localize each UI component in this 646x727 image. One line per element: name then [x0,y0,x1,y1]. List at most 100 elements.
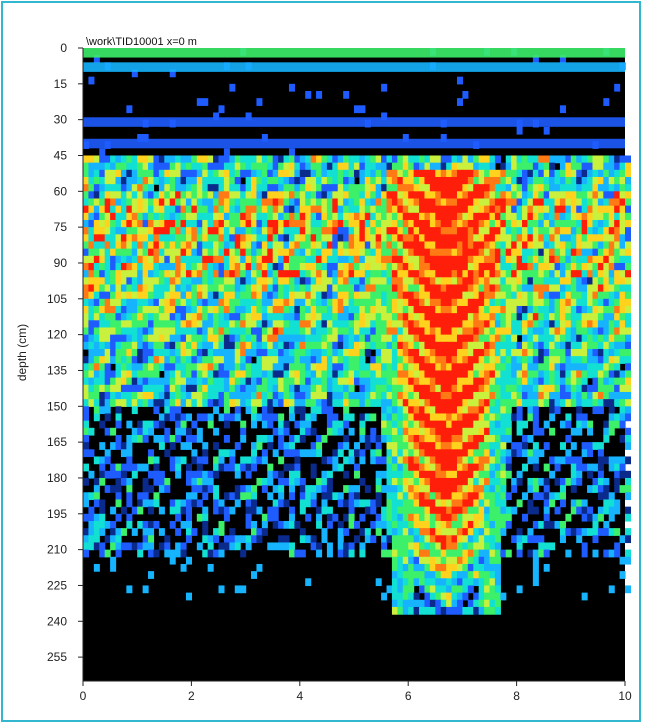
heatmap-cell [321,377,328,386]
heatmap-cell [104,162,111,171]
heatmap-cell [478,205,485,214]
heatmap-cell [424,212,431,221]
heatmap-cell [532,563,539,572]
heatmap-cell [554,227,561,235]
heatmap-cell [288,442,295,450]
heatmap-cell [587,270,594,278]
heatmap-cell [251,162,258,171]
heatmap-cell [223,298,230,307]
heatmap-cell [202,198,209,207]
heatmap-cell [110,542,117,551]
heatmap-cell [494,327,501,336]
heatmap-cell [348,248,355,257]
heatmap-cell [484,191,491,200]
heatmap-cell [213,535,220,544]
heatmap-cell [169,184,176,192]
heatmap-cell [386,506,393,515]
heatmap-cell [283,277,290,286]
heatmap-cell [158,305,165,314]
heatmap-cell [299,248,306,257]
heatmap-cell [402,377,409,386]
heatmap-cell [538,313,545,321]
heatmap-cell [310,176,317,185]
heatmap-cell [625,198,632,207]
heatmap-cell [288,520,295,529]
heatmap-cell [592,313,599,321]
heatmap-cell [196,176,203,185]
heatmap-cell [283,291,290,300]
heatmap-cell [516,406,523,415]
heatmap-cell [294,434,301,443]
heatmap-cell [126,241,133,250]
heatmap-cell [494,499,501,508]
heatmap-cell [500,227,507,235]
heatmap-cell [429,485,436,493]
heatmap-cell [391,205,398,214]
heatmap-cell [587,320,594,329]
heatmap-cell [581,513,588,522]
heatmap-cell [180,262,187,271]
heatmap-cell [516,356,523,364]
heatmap-cell [337,313,344,321]
heatmap-cell [169,406,176,415]
heatmap-cell [597,162,604,171]
heatmap-cell [570,320,577,329]
heatmap-cell [419,520,426,529]
heatmap-cell [386,377,393,386]
heatmap-cell [375,198,382,207]
heatmap-cell [489,313,496,321]
heatmap-cell [364,198,371,207]
heatmap-cell [522,341,529,350]
heatmap-cell [305,298,312,307]
heatmap-cell [484,305,491,314]
heatmap-cell [446,162,453,171]
heatmap-cell [516,298,523,307]
heatmap-cell [413,356,420,364]
heatmap-cell [180,198,187,207]
heatmap-cell [299,528,306,536]
heatmap-cell [343,205,350,214]
heatmap-cell [110,320,117,329]
heatmap-cell [299,413,306,422]
heatmap-cell [137,255,144,264]
heatmap-cell [532,169,539,178]
heatmap-cell [321,477,328,486]
heatmap-cell [88,205,95,214]
heatmap-cell [348,413,355,422]
heatmap-cell [267,442,274,450]
heatmap-cell [597,341,604,350]
heatmap-cell [478,485,485,493]
heatmap-cell [370,241,377,250]
heatmap-cell [229,205,236,214]
heatmap-cell [625,320,632,329]
heatmap-cell [625,298,632,307]
heatmap-cell [375,348,382,357]
heatmap-cell [478,391,485,400]
heatmap-cell [516,420,523,429]
heatmap-cell [527,370,534,379]
heatmap-cell [505,291,512,300]
heatmap-cell [386,477,393,486]
heatmap-cell [321,277,328,286]
heatmap-cell [549,327,556,336]
heatmap-cell [532,55,539,63]
heatmap-cell [381,356,388,364]
heatmap-cell [619,327,626,336]
heatmap-cell [354,162,361,171]
heatmap-cell [511,262,518,271]
heatmap-cell [326,184,333,192]
heatmap-cell [435,248,442,257]
heatmap-cell [294,391,301,400]
heatmap-cell [261,341,268,350]
heatmap-cell [381,241,388,250]
heatmap-cell [88,363,95,372]
heatmap-cell [83,513,90,522]
heatmap-cell [494,356,501,364]
heatmap-cell [603,391,610,400]
heatmap-cell [218,413,225,422]
heatmap-cell [511,255,518,264]
heatmap-cell [619,320,626,329]
heatmap-cell [424,162,431,171]
heatmap-cell [191,234,198,243]
